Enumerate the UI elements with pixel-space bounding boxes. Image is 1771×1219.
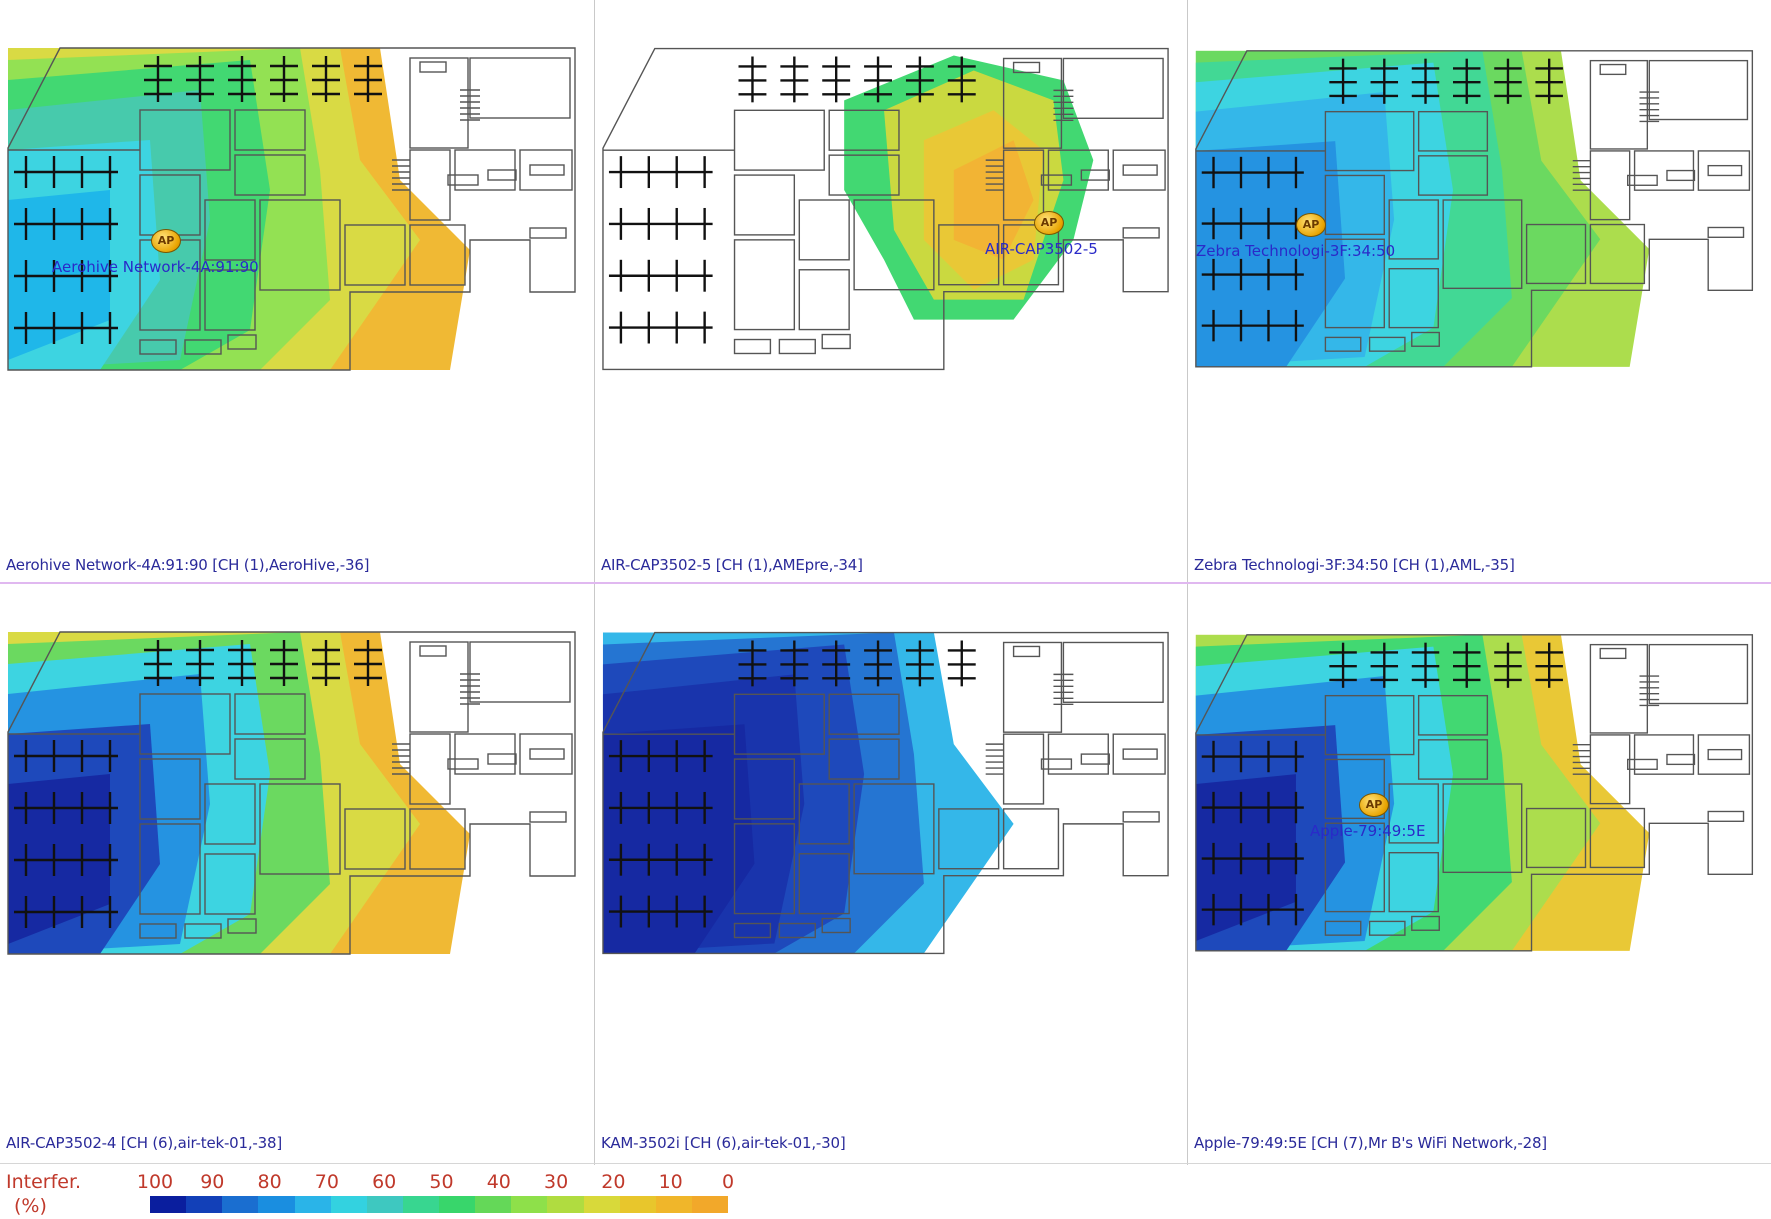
floor-plan <box>1195 634 1754 952</box>
legend-tick-label: 60 <box>372 1171 397 1193</box>
panel-caption: AIR-CAP3502-5 [CH (1),AMEpre,-34] <box>601 556 863 574</box>
floor-plan <box>1195 50 1754 368</box>
legend-title-line1: Interfer. <box>6 1171 82 1193</box>
floor-heatmap <box>1195 50 1754 368</box>
access-point-marker[interactable]: AP <box>1359 793 1389 817</box>
legend-color-swatch <box>439 1196 476 1213</box>
floor-heatmap <box>602 47 1169 371</box>
heatmap-panel: AIR-CAP3502-4 [CH (6),air-tek-01,-38] <box>0 584 594 1165</box>
coverage-heatmap <box>602 632 1014 954</box>
floor-heatmap <box>7 631 576 955</box>
panel-caption: Aerohive Network-4A:91:90 [CH (1),AeroHi… <box>6 556 370 574</box>
access-point-marker[interactable]: AP <box>1034 211 1064 235</box>
legend-tick-label: 80 <box>257 1171 282 1193</box>
heatmap-grid: AP Aerohive Network-4A:91:90 Aerohive Netw… <box>0 0 1771 1165</box>
coverage-heatmap <box>844 55 1094 320</box>
access-point-marker[interactable]: AP <box>151 229 181 253</box>
legend-color-swatch <box>547 1196 584 1213</box>
coverage-heatmap <box>8 632 470 954</box>
access-point-name: Zebra Technologi-3F:34:50 <box>1196 242 1396 260</box>
legend-color-scale <box>150 1196 728 1213</box>
legend-title-unit: (%) <box>14 1195 47 1217</box>
coverage-heatmap <box>8 48 470 370</box>
floor-plan <box>602 47 1169 371</box>
legend-divider <box>0 1163 1771 1164</box>
desk-clusters <box>608 640 976 928</box>
heatmap-panel: AP Zebra Technologi-3F:34:50 Zebra Technol… <box>1188 0 1771 583</box>
legend-color-swatch <box>583 1196 620 1213</box>
floor-heatmap <box>7 47 576 371</box>
legend-tick-label: 0 <box>721 1171 735 1193</box>
desk-clusters <box>608 56 976 344</box>
legend-color-swatch <box>402 1196 439 1213</box>
interference-legend: Interfer. (%) 100 90 80 70 60 50 40 30 20 10 0 <box>0 1165 1771 1219</box>
legend-color-swatch <box>258 1196 295 1213</box>
desk-clusters <box>1201 642 1563 926</box>
floor-plan <box>7 47 576 371</box>
panel-caption: AIR-CAP3502-4 [CH (6),air-tek-01,-38] <box>6 1134 282 1152</box>
floor-heatmap <box>1195 634 1754 952</box>
floor-plan <box>7 631 576 955</box>
heatmap-panel: AP AIR-CAP3502-5 AIR-CAP3502-5 [CH (1),AME… <box>595 0 1187 583</box>
panel-caption: KAM-3502i [CH (6),air-tek-01,-30] <box>601 1134 846 1152</box>
legend-tick-label: 30 <box>544 1171 569 1193</box>
legend-tick-label: 20 <box>601 1171 626 1193</box>
panel-caption: Apple-79:49:5E [CH (7),Mr B's WiFi Netwo… <box>1194 1134 1547 1152</box>
panel-caption: Zebra Technologi-3F:34:50 [CH (1),AML,-3… <box>1194 556 1515 574</box>
legend-color-swatch <box>150 1196 187 1213</box>
legend-color-swatch <box>475 1196 512 1213</box>
legend-tick-label: 50 <box>429 1171 454 1193</box>
legend-color-swatch <box>619 1196 656 1213</box>
desk-clusters <box>1201 58 1563 342</box>
floor-plan <box>602 631 1169 955</box>
legend-tick-label: 70 <box>314 1171 339 1193</box>
legend-tick-label: 40 <box>486 1171 511 1193</box>
legend-color-swatch <box>691 1196 728 1213</box>
coverage-heatmap <box>1195 634 1650 951</box>
legend-color-swatch <box>294 1196 331 1213</box>
legend-color-swatch <box>511 1196 548 1213</box>
heatmap-panel: AP Aerohive Network-4A:91:90 Aerohive Netw… <box>0 0 594 583</box>
access-point-marker[interactable]: AP <box>1296 213 1326 237</box>
legend-tick-label: 100 <box>136 1171 174 1193</box>
access-point-name: AIR-CAP3502-5 <box>985 240 1098 258</box>
legend-tick-label: 90 <box>200 1171 225 1193</box>
legend-color-swatch <box>186 1196 223 1213</box>
desk-clusters <box>14 56 382 344</box>
legend-color-swatch <box>222 1196 259 1213</box>
legend-color-swatch <box>366 1196 403 1213</box>
legend-tick-label: 10 <box>658 1171 683 1193</box>
legend-color-swatch <box>655 1196 692 1213</box>
coverage-heatmap <box>1195 50 1650 367</box>
legend-color-swatch <box>330 1196 367 1213</box>
floor-heatmap <box>602 631 1169 955</box>
access-point-name: Apple-79:49:5E <box>1310 822 1426 840</box>
heatmap-panel: AP Apple-79:49:5E Apple-79:49:5E [CH (7),M… <box>1188 584 1771 1165</box>
legend-title: Interfer. (%) <box>6 1170 81 1218</box>
access-point-name: Aerohive Network-4A:91:90 <box>52 258 259 276</box>
heatmap-panel: KAM-3502i [CH (6),air-tek-01,-30] <box>595 584 1187 1165</box>
desk-clusters <box>14 640 382 928</box>
row-divider <box>0 582 1771 584</box>
